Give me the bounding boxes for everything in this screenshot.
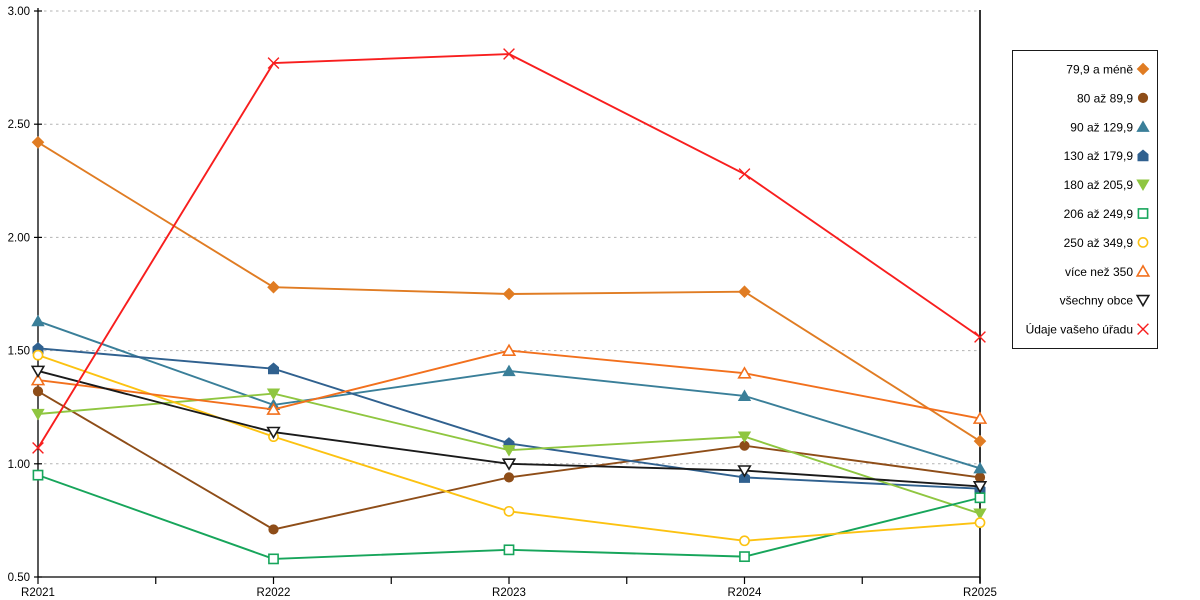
legend-marker-79-9-a-m-n — [1136, 62, 1150, 76]
legend-label-180-a-205-9: 180 až 205,9 — [1064, 178, 1134, 192]
series-marker-90-a-129-9 — [31, 314, 45, 327]
series-marker-250-a-349-9 — [974, 517, 986, 529]
series-marker-130-a-179-9 — [268, 362, 279, 375]
series-marker-79-9-a-m-n — [31, 136, 45, 149]
series-marker-90-a-129-9 — [502, 364, 516, 377]
series-marker-v-ce-ne-350 — [501, 343, 517, 356]
legend-label-daje-va-eho-adu: Údaje vašeho úřadu — [1026, 322, 1133, 337]
series-marker-250-a-349-9 — [32, 349, 44, 361]
series-marker-90-a-129-9 — [973, 461, 987, 474]
series-marker-daje-va-eho-adu — [738, 168, 751, 180]
legend-label-v-ce-ne-350: více než 350 — [1065, 265, 1133, 279]
legend-marker-130-a-179-9 — [1137, 149, 1149, 162]
legend-marker-80-a-89-9 — [1137, 92, 1149, 104]
series-marker-180-a-205-9 — [737, 431, 752, 444]
x-tick-label: R2022 — [257, 587, 291, 599]
x-tick-label: R2021 — [21, 587, 55, 599]
series-marker-79-9-a-m-n — [738, 285, 751, 299]
series-marker-daje-va-eho-adu — [503, 48, 515, 60]
legend-label-90-a-129-9: 90 až 129,9 — [1070, 120, 1133, 134]
series-marker-180-a-205-9 — [266, 388, 281, 401]
series-marker-206-a-249-9 — [974, 492, 986, 504]
series-marker-79-9-a-m-n — [267, 280, 280, 294]
series-marker-80-a-89-9 — [32, 386, 44, 397]
series-marker-daje-va-eho-adu — [32, 442, 44, 454]
legend-marker-90-a-129-9 — [1136, 120, 1150, 132]
x-tick-label: R2025 — [963, 587, 997, 599]
series-marker-79-9-a-m-n — [502, 287, 516, 301]
legend-label-130-a-179-9: 130 až 179,9 — [1064, 149, 1134, 163]
series-marker-v-echny-obce — [737, 465, 752, 478]
series-marker-180-a-205-9 — [973, 508, 987, 521]
series-marker-206-a-249-9 — [32, 469, 44, 481]
legend-marker-250-a-349-9 — [1137, 236, 1149, 248]
x-tick-label: R2023 — [492, 587, 526, 599]
y-tick-label: 1.50 — [8, 346, 30, 358]
legend-label-80-a-89-9: 80 až 89,9 — [1077, 91, 1133, 105]
series-marker-180-a-205-9 — [31, 408, 45, 421]
series-marker-79-9-a-m-n — [973, 434, 987, 448]
legend-marker-206-a-249-9 — [1137, 208, 1149, 219]
series-marker-v-echny-obce — [266, 426, 281, 440]
series-marker-250-a-349-9 — [503, 505, 515, 517]
y-tick-label: 0.50 — [8, 572, 30, 584]
series-marker-v-echny-obce — [30, 365, 46, 378]
y-tick-label: 2.50 — [8, 119, 30, 131]
legend-marker-180-a-205-9 — [1136, 179, 1150, 191]
legend-label-206-a-249-9: 206 až 249,9 — [1064, 207, 1134, 221]
series-line-daje-va-eho-adu — [37, 53, 981, 449]
series-marker-206-a-249-9 — [503, 544, 515, 556]
y-tick-label: 2.00 — [8, 232, 30, 244]
series-marker-180-a-205-9 — [502, 445, 516, 457]
series-marker-v-ce-ne-350 — [30, 373, 46, 386]
series-marker-206-a-249-9 — [268, 553, 279, 565]
legend-marker-daje-va-eho-adu — [1137, 323, 1149, 335]
legend-label-79-9-a-m-n: 79,9 a méně — [1066, 63, 1133, 77]
series-marker-90-a-129-9 — [737, 389, 752, 401]
legend-marker-v-echny-obce — [1135, 294, 1151, 308]
series-marker-daje-va-eho-adu — [974, 331, 986, 343]
series-marker-daje-va-eho-adu — [267, 57, 280, 69]
series-marker-v-echny-obce — [501, 458, 517, 471]
legend-label-250-a-349-9: 250 až 349,9 — [1064, 236, 1134, 250]
series-marker-v-ce-ne-350 — [266, 402, 281, 415]
legend-box — [1012, 50, 1158, 349]
legend-label-v-echny-obce: všechny obce — [1060, 294, 1134, 308]
y-tick-label: 3.00 — [8, 6, 30, 18]
y-tick-label: 1.00 — [8, 459, 30, 471]
series-marker-v-echny-obce — [972, 481, 988, 494]
x-tick-label: R2024 — [728, 587, 762, 599]
series-marker-80-a-89-9 — [268, 524, 279, 535]
series-marker-v-ce-ne-350 — [737, 366, 752, 379]
series-marker-v-ce-ne-350 — [972, 411, 988, 424]
series-marker-80-a-89-9 — [974, 472, 986, 483]
series-marker-250-a-349-9 — [739, 535, 750, 547]
legend-marker-v-ce-ne-350 — [1135, 264, 1151, 277]
series-marker-80-a-89-9 — [503, 472, 515, 483]
series-marker-206-a-249-9 — [739, 551, 750, 563]
